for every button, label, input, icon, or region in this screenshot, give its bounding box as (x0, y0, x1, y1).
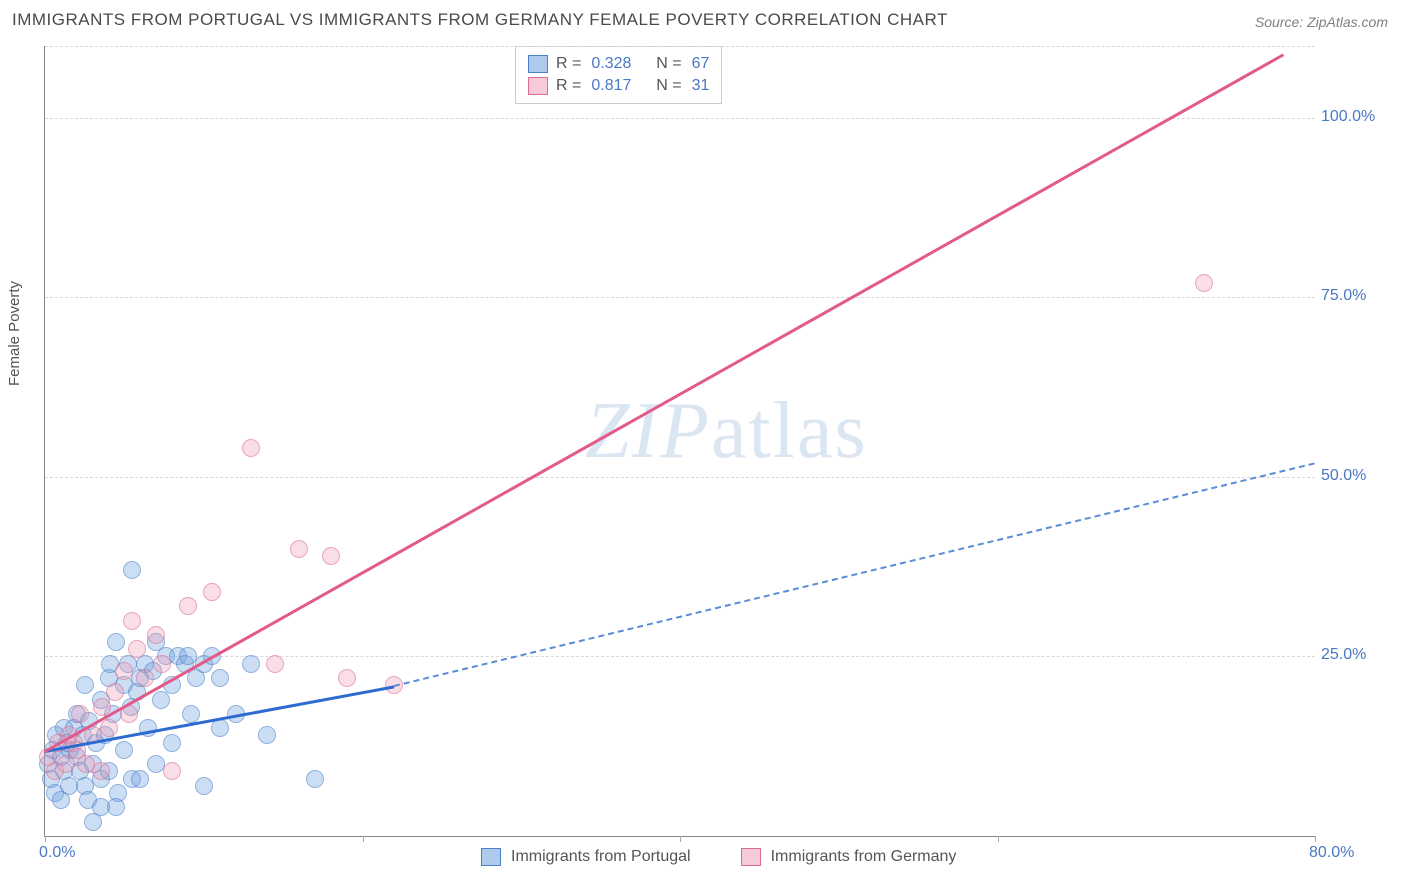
gridline (45, 656, 1315, 657)
data-point (242, 655, 260, 673)
trend-line (394, 463, 1315, 688)
data-point (107, 798, 125, 816)
data-point (242, 439, 260, 457)
data-point (306, 770, 324, 788)
data-point (203, 583, 221, 601)
x-tick-label: 80.0% (1309, 844, 1354, 862)
data-point (100, 719, 118, 737)
data-point (153, 655, 171, 673)
x-tick (45, 836, 46, 842)
data-point (322, 547, 340, 565)
y-axis-label: Female Poverty (6, 281, 23, 386)
legend-stats: R = 0.328 N = 67 R = 0.817 N = 31 (515, 46, 722, 104)
swatch-blue-icon (481, 848, 501, 866)
scatter-plot: ZIPatlas R = 0.328 N = 67 R = 0.817 N = … (44, 46, 1315, 837)
data-point (128, 640, 146, 658)
x-tick (363, 836, 364, 842)
data-point (123, 612, 141, 630)
data-point (123, 561, 141, 579)
data-point (92, 762, 110, 780)
data-point (338, 669, 356, 687)
data-point (290, 540, 308, 558)
y-tick-label: 100.0% (1321, 108, 1401, 126)
data-point (71, 705, 89, 723)
data-point (131, 770, 149, 788)
trend-line (44, 53, 1284, 752)
legend-row-portugal: R = 0.328 N = 67 (528, 53, 709, 75)
swatch-pink-icon (528, 77, 548, 95)
data-point (76, 676, 94, 694)
x-tick (1315, 836, 1316, 842)
x-tick-label: 0.0% (39, 844, 75, 862)
source-label: Source: ZipAtlas.com (1255, 14, 1388, 30)
data-point (163, 734, 181, 752)
legend-item-portugal: Immigrants from Portugal (481, 848, 691, 866)
data-point (115, 741, 133, 759)
chart-title: IMMIGRANTS FROM PORTUGAL VS IMMIGRANTS F… (12, 10, 948, 30)
data-point (107, 633, 125, 651)
data-point (182, 705, 200, 723)
data-point (136, 669, 154, 687)
legend-row-germany: R = 0.817 N = 31 (528, 75, 709, 97)
x-tick (998, 836, 999, 842)
swatch-blue-icon (528, 55, 548, 73)
x-tick (680, 836, 681, 842)
data-point (266, 655, 284, 673)
legend-item-germany: Immigrants from Germany (741, 848, 957, 866)
data-point (163, 762, 181, 780)
watermark: ZIPatlas (585, 386, 868, 477)
data-point (211, 719, 229, 737)
data-point (106, 683, 124, 701)
swatch-pink-icon (741, 848, 761, 866)
data-point (147, 626, 165, 644)
y-tick-label: 75.0% (1321, 287, 1401, 305)
gridline (45, 477, 1315, 478)
data-point (179, 597, 197, 615)
gridline (45, 118, 1315, 119)
data-point (211, 669, 229, 687)
legend-series: Immigrants from Portugal Immigrants from… (481, 848, 956, 866)
y-tick-label: 25.0% (1321, 646, 1401, 664)
y-tick-label: 50.0% (1321, 467, 1401, 485)
data-point (115, 662, 133, 680)
data-point (195, 777, 213, 795)
data-point (258, 726, 276, 744)
gridline (45, 297, 1315, 298)
data-point (1195, 274, 1213, 292)
